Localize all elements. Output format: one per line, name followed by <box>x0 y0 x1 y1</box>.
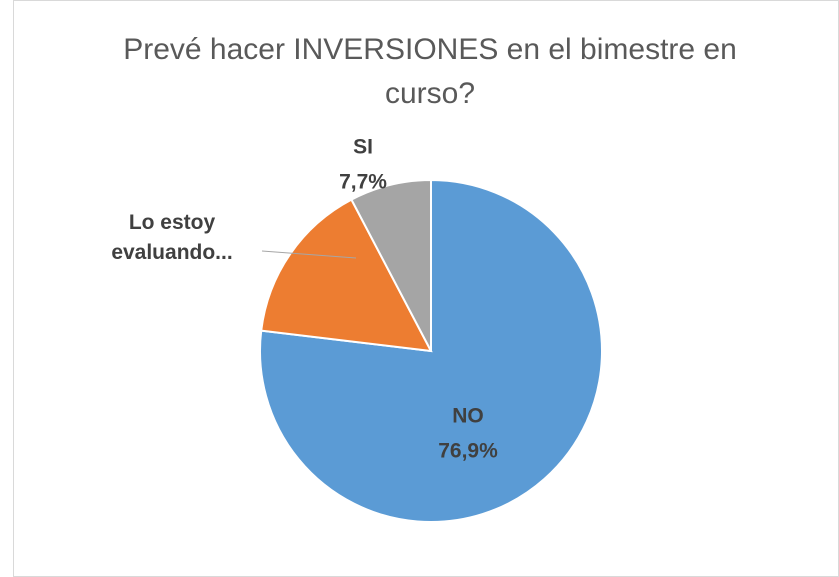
chart-title: Prevé hacer INVERSIONES en el bimestre e… <box>123 33 737 110</box>
category-label: Lo estoy evaluando... <box>111 211 233 264</box>
value-label: 76,9% <box>438 440 498 463</box>
pie-slice <box>259 178 603 523</box>
leader-line <box>261 250 357 259</box>
pie-slice <box>350 178 432 352</box>
value-label: 7,7% <box>339 171 387 194</box>
pie-slice <box>260 198 433 353</box>
category-label: NO <box>452 405 484 428</box>
category-label: SI <box>353 136 373 159</box>
